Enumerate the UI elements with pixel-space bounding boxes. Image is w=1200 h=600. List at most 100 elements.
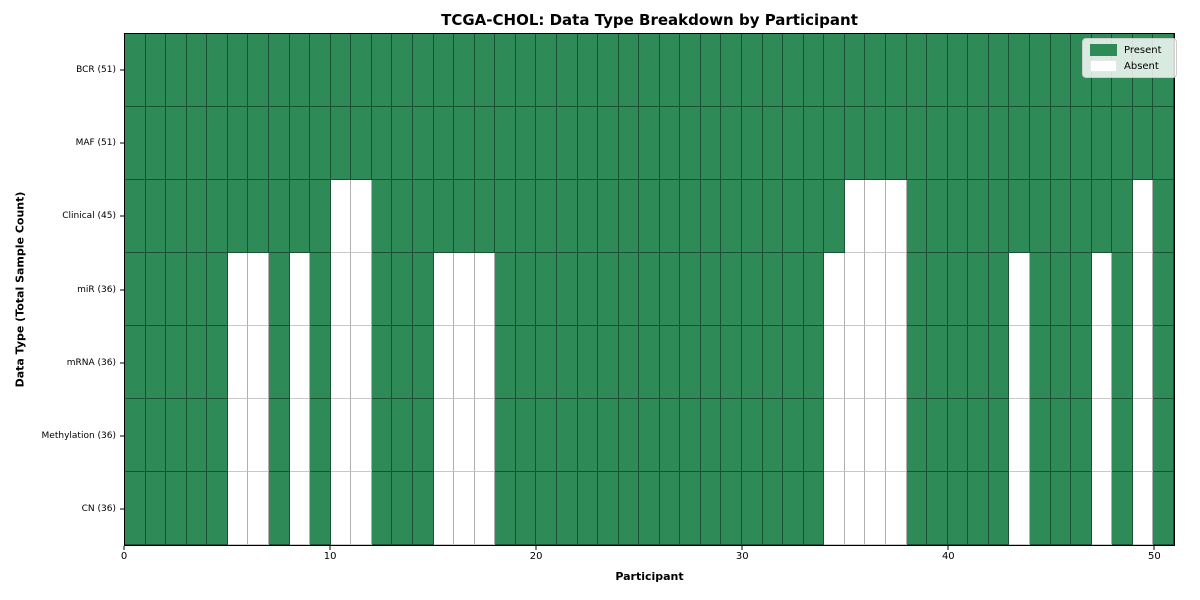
heatmap-cell-CN-22: [577, 472, 599, 545]
heatmap-cell-mRNA-10: [330, 326, 352, 399]
heatmap-cell-miR-1: [145, 253, 167, 326]
heatmap-cell-MAF-1: [145, 107, 167, 180]
heatmap-cell-mRNA-24: [618, 326, 640, 399]
y-axis-label: Data Type (Total Sample Count): [13, 191, 27, 388]
heatmap-cell-Clinical-42: [988, 180, 1010, 253]
heatmap-cell-Methylation-37: [886, 399, 907, 472]
heatmap-cell-CN-20: [536, 472, 557, 545]
heatmap-cell-CN-19: [515, 472, 537, 545]
heatmap-cell-CN-31: [762, 472, 784, 545]
heatmap-cell-mRNA-23: [598, 326, 619, 399]
heatmap-cell-CN-27: [680, 472, 701, 545]
heatmap-cell-Clinical-36: [865, 180, 887, 253]
heatmap-cell-BCR-0: [125, 34, 146, 107]
heatmap-cell-mRNA-38: [906, 326, 928, 399]
heatmap-cell-miR-37: [886, 253, 907, 326]
heatmap-cell-Methylation-21: [556, 399, 578, 472]
heatmap-cell-mRNA-33: [803, 326, 825, 399]
heatmap-cell-mRNA-0: [125, 326, 146, 399]
y-tick-label-Methylation: Methylation (36): [41, 431, 116, 442]
heatmap-cell-MAF-5: [227, 107, 249, 180]
heatmap-cell-Clinical-39: [927, 180, 948, 253]
heatmap-cell-Methylation-47: [1091, 399, 1113, 472]
heatmap-cell-BCR-45: [1050, 34, 1072, 107]
x-tick-label-20: 20: [529, 551, 543, 562]
heatmap-cell-BCR-42: [988, 34, 1010, 107]
heatmap-cell-mRNA-14: [412, 326, 434, 399]
heatmap-cell-Clinical-14: [412, 180, 434, 253]
heatmap-cell-BCR-12: [371, 34, 393, 107]
heatmap-cell-CN-40: [947, 472, 969, 545]
x-tick-mark: [329, 546, 331, 550]
heatmap-cell-MAF-3: [186, 107, 208, 180]
heatmap-cell-CN-38: [906, 472, 928, 545]
heatmap-cell-Clinical-12: [371, 180, 393, 253]
heatmap-cell-Clinical-3: [186, 180, 208, 253]
heatmap-cell-mRNA-22: [577, 326, 599, 399]
heatmap-cell-MAF-40: [947, 107, 969, 180]
heatmap-cell-miR-47: [1091, 253, 1113, 326]
heatmap-cell-Clinical-15: [433, 180, 455, 253]
legend-label-absent: Absent: [1124, 60, 1159, 72]
heatmap-cell-mRNA-46: [1071, 326, 1092, 399]
heatmap-cell-miR-19: [515, 253, 537, 326]
heatmap-cell-MAF-29: [721, 107, 743, 180]
heatmap-cell-Methylation-33: [803, 399, 825, 472]
heatmap-cell-BCR-23: [598, 34, 619, 107]
heatmap-cell-Methylation-50: [1153, 399, 1174, 472]
heatmap-cell-CN-10: [330, 472, 352, 545]
heatmap-cell-mRNA-13: [392, 326, 413, 399]
heatmap-cell-CN-7: [268, 472, 290, 545]
heatmap-cell-BCR-17: [474, 34, 496, 107]
heatmap-cell-MAF-25: [639, 107, 660, 180]
heatmap-cell-Methylation-1: [145, 399, 167, 472]
heatmap-cell-mRNA-35: [844, 326, 866, 399]
heatmap-cell-miR-50: [1153, 253, 1174, 326]
y-tick-mark: [120, 69, 124, 71]
heatmap-cell-miR-23: [598, 253, 619, 326]
heatmap-cell-MAF-8: [289, 107, 311, 180]
y-tick-label-BCR: BCR (51): [76, 64, 116, 75]
heatmap-cell-BCR-41: [968, 34, 989, 107]
heatmap-cell-Clinical-43: [1009, 180, 1031, 253]
heatmap-cell-miR-24: [618, 253, 640, 326]
heatmap-cell-mRNA-37: [886, 326, 907, 399]
heatmap-cell-Clinical-2: [166, 180, 187, 253]
heatmap-cell-MAF-42: [988, 107, 1010, 180]
heatmap-cell-miR-42: [988, 253, 1010, 326]
x-tick-label-50: 50: [1148, 551, 1161, 562]
heatmap-cell-CN-35: [844, 472, 866, 545]
heatmap-cell-Methylation-11: [351, 399, 372, 472]
heatmap-cell-BCR-15: [433, 34, 455, 107]
plot-area: [124, 33, 1175, 546]
heatmap-cell-Clinical-19: [515, 180, 537, 253]
heatmap-cell-Methylation-9: [310, 399, 331, 472]
heatmap-cell-Clinical-25: [639, 180, 660, 253]
heatmap-cell-MAF-31: [762, 107, 784, 180]
heatmap-cell-MAF-27: [680, 107, 701, 180]
heatmap-cell-mRNA-29: [721, 326, 743, 399]
heatmap-cell-MAF-33: [803, 107, 825, 180]
heatmap-cell-CN-48: [1112, 472, 1133, 545]
x-tick-label-0: 0: [120, 551, 128, 562]
heatmap-cell-CN-3: [186, 472, 208, 545]
heatmap-cell-Clinical-32: [783, 180, 804, 253]
heatmap-cell-CN-30: [742, 472, 763, 545]
heatmap-cell-miR-26: [659, 253, 681, 326]
heatmap-cell-mRNA-32: [783, 326, 804, 399]
heatmap-cell-Methylation-25: [639, 399, 660, 472]
heatmap-cell-miR-5: [227, 253, 249, 326]
heatmap-cell-mRNA-6: [248, 326, 269, 399]
heatmap-cell-BCR-3: [186, 34, 208, 107]
heatmap-cell-Clinical-22: [577, 180, 599, 253]
heatmap-cell-miR-6: [248, 253, 269, 326]
heatmap-cell-BCR-7: [268, 34, 290, 107]
heatmap-cell-Methylation-14: [412, 399, 434, 472]
heatmap-cell-mRNA-1: [145, 326, 167, 399]
heatmap-cell-MAF-41: [968, 107, 989, 180]
legend-label-present: Present: [1124, 44, 1162, 56]
heatmap-cell-miR-31: [762, 253, 784, 326]
heatmap-cell-Clinical-49: [1132, 180, 1154, 253]
x-tick-label-40: 40: [941, 551, 955, 562]
